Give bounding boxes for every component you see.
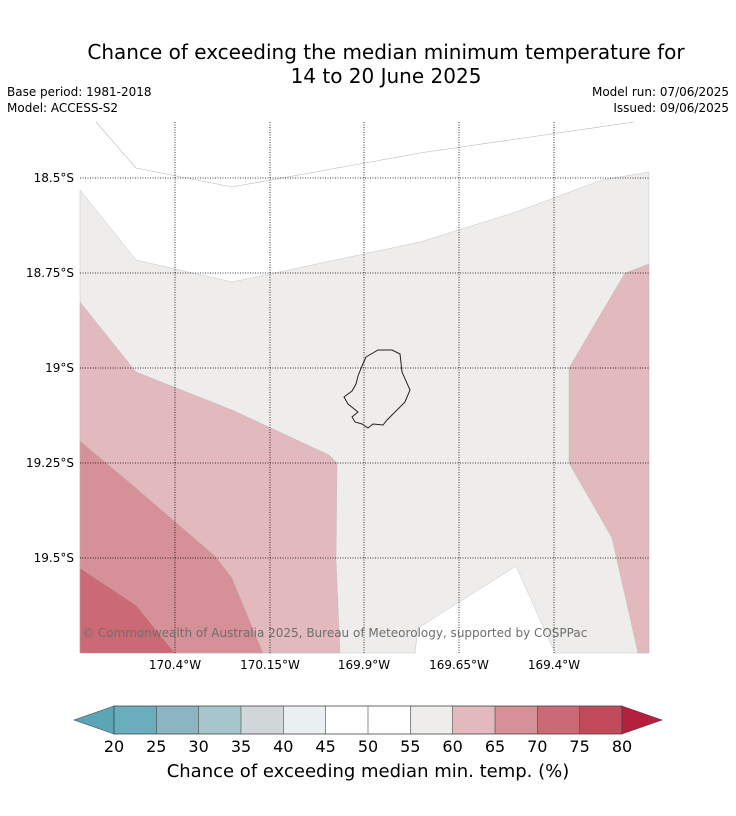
colorbar-tick-30: 30 xyxy=(188,737,209,756)
colorbar-bin-40-45 xyxy=(283,706,326,734)
colorbar-bin-20-25 xyxy=(114,706,157,734)
colorbar-tick-40: 40 xyxy=(273,737,294,756)
colorbar-bin-65-70 xyxy=(495,706,538,734)
colorbar-tick-65: 65 xyxy=(484,737,506,756)
colorbar-tick-70: 70 xyxy=(527,737,548,756)
map-title-line1: Chance of exceeding the median minimum t… xyxy=(87,40,685,64)
lat-label-19-5: 19.5°S xyxy=(33,551,74,565)
contour-line-north xyxy=(95,121,635,188)
lon-label-169-65: 169.65°W xyxy=(429,658,489,672)
colorbar-arrow-low xyxy=(73,705,115,735)
colorbar-bin-55-60 xyxy=(410,706,453,734)
zone-60-65-east xyxy=(568,263,650,654)
model-name: Model: ACCESS-S2 xyxy=(7,101,119,115)
lat-label-19: 19°S xyxy=(45,361,74,375)
lon-label-170-15: 170.15°W xyxy=(240,658,300,672)
colorbar-bin-70-75 xyxy=(537,706,580,734)
colorbar-tick-55: 55 xyxy=(400,737,421,756)
colorbar-tick-35: 35 xyxy=(230,737,252,756)
base-period: Base period: 1981-2018 xyxy=(7,85,152,99)
colorbar-bin-50-55 xyxy=(368,706,411,734)
colorbar-bin-25-30 xyxy=(156,706,199,734)
colorbar-title: Chance of exceeding median min. temp. (%… xyxy=(166,761,570,782)
colorbar-bin-45-50 xyxy=(325,706,368,734)
map-title-line2: 14 to 20 June 2025 xyxy=(290,64,482,88)
colorbar-bin-60-65 xyxy=(452,706,495,734)
lon-label-170-4: 170.4°W xyxy=(148,658,202,672)
colorbar-bin-30-35 xyxy=(198,706,241,734)
colorbar-tick-20: 20 xyxy=(103,737,125,756)
colorbar-tick-25: 25 xyxy=(146,737,167,756)
colorbar xyxy=(73,705,663,735)
lat-label-18-5: 18.5°S xyxy=(33,171,74,185)
colorbar-tick-60: 60 xyxy=(442,737,463,756)
lat-label-19-25: 19.25°S xyxy=(26,456,74,470)
issued-date: Issued: 09/06/2025 xyxy=(613,101,729,115)
graticule xyxy=(80,122,649,653)
colorbar-arrow-high xyxy=(621,705,663,735)
island-outline xyxy=(343,349,411,429)
lon-label-169-9: 169.9°W xyxy=(337,658,391,672)
lon-label-169-4: 169.4°W xyxy=(527,658,581,672)
colorbar-tick-50: 50 xyxy=(357,737,379,756)
colorbar-tick-45: 45 xyxy=(315,737,336,756)
model-run-date: Model run: 07/06/2025 xyxy=(591,85,729,99)
colorbar-tick-80: 80 xyxy=(611,737,633,756)
copyright-notice: © Commonwealth of Australia 2025, Bureau… xyxy=(82,626,588,640)
colorbar-tick-75: 75 xyxy=(569,737,590,756)
colorbar-bin-35-40 xyxy=(241,706,284,734)
colorbar-bin-75-80 xyxy=(579,706,622,734)
lat-label-18-75: 18.75°S xyxy=(26,266,74,280)
